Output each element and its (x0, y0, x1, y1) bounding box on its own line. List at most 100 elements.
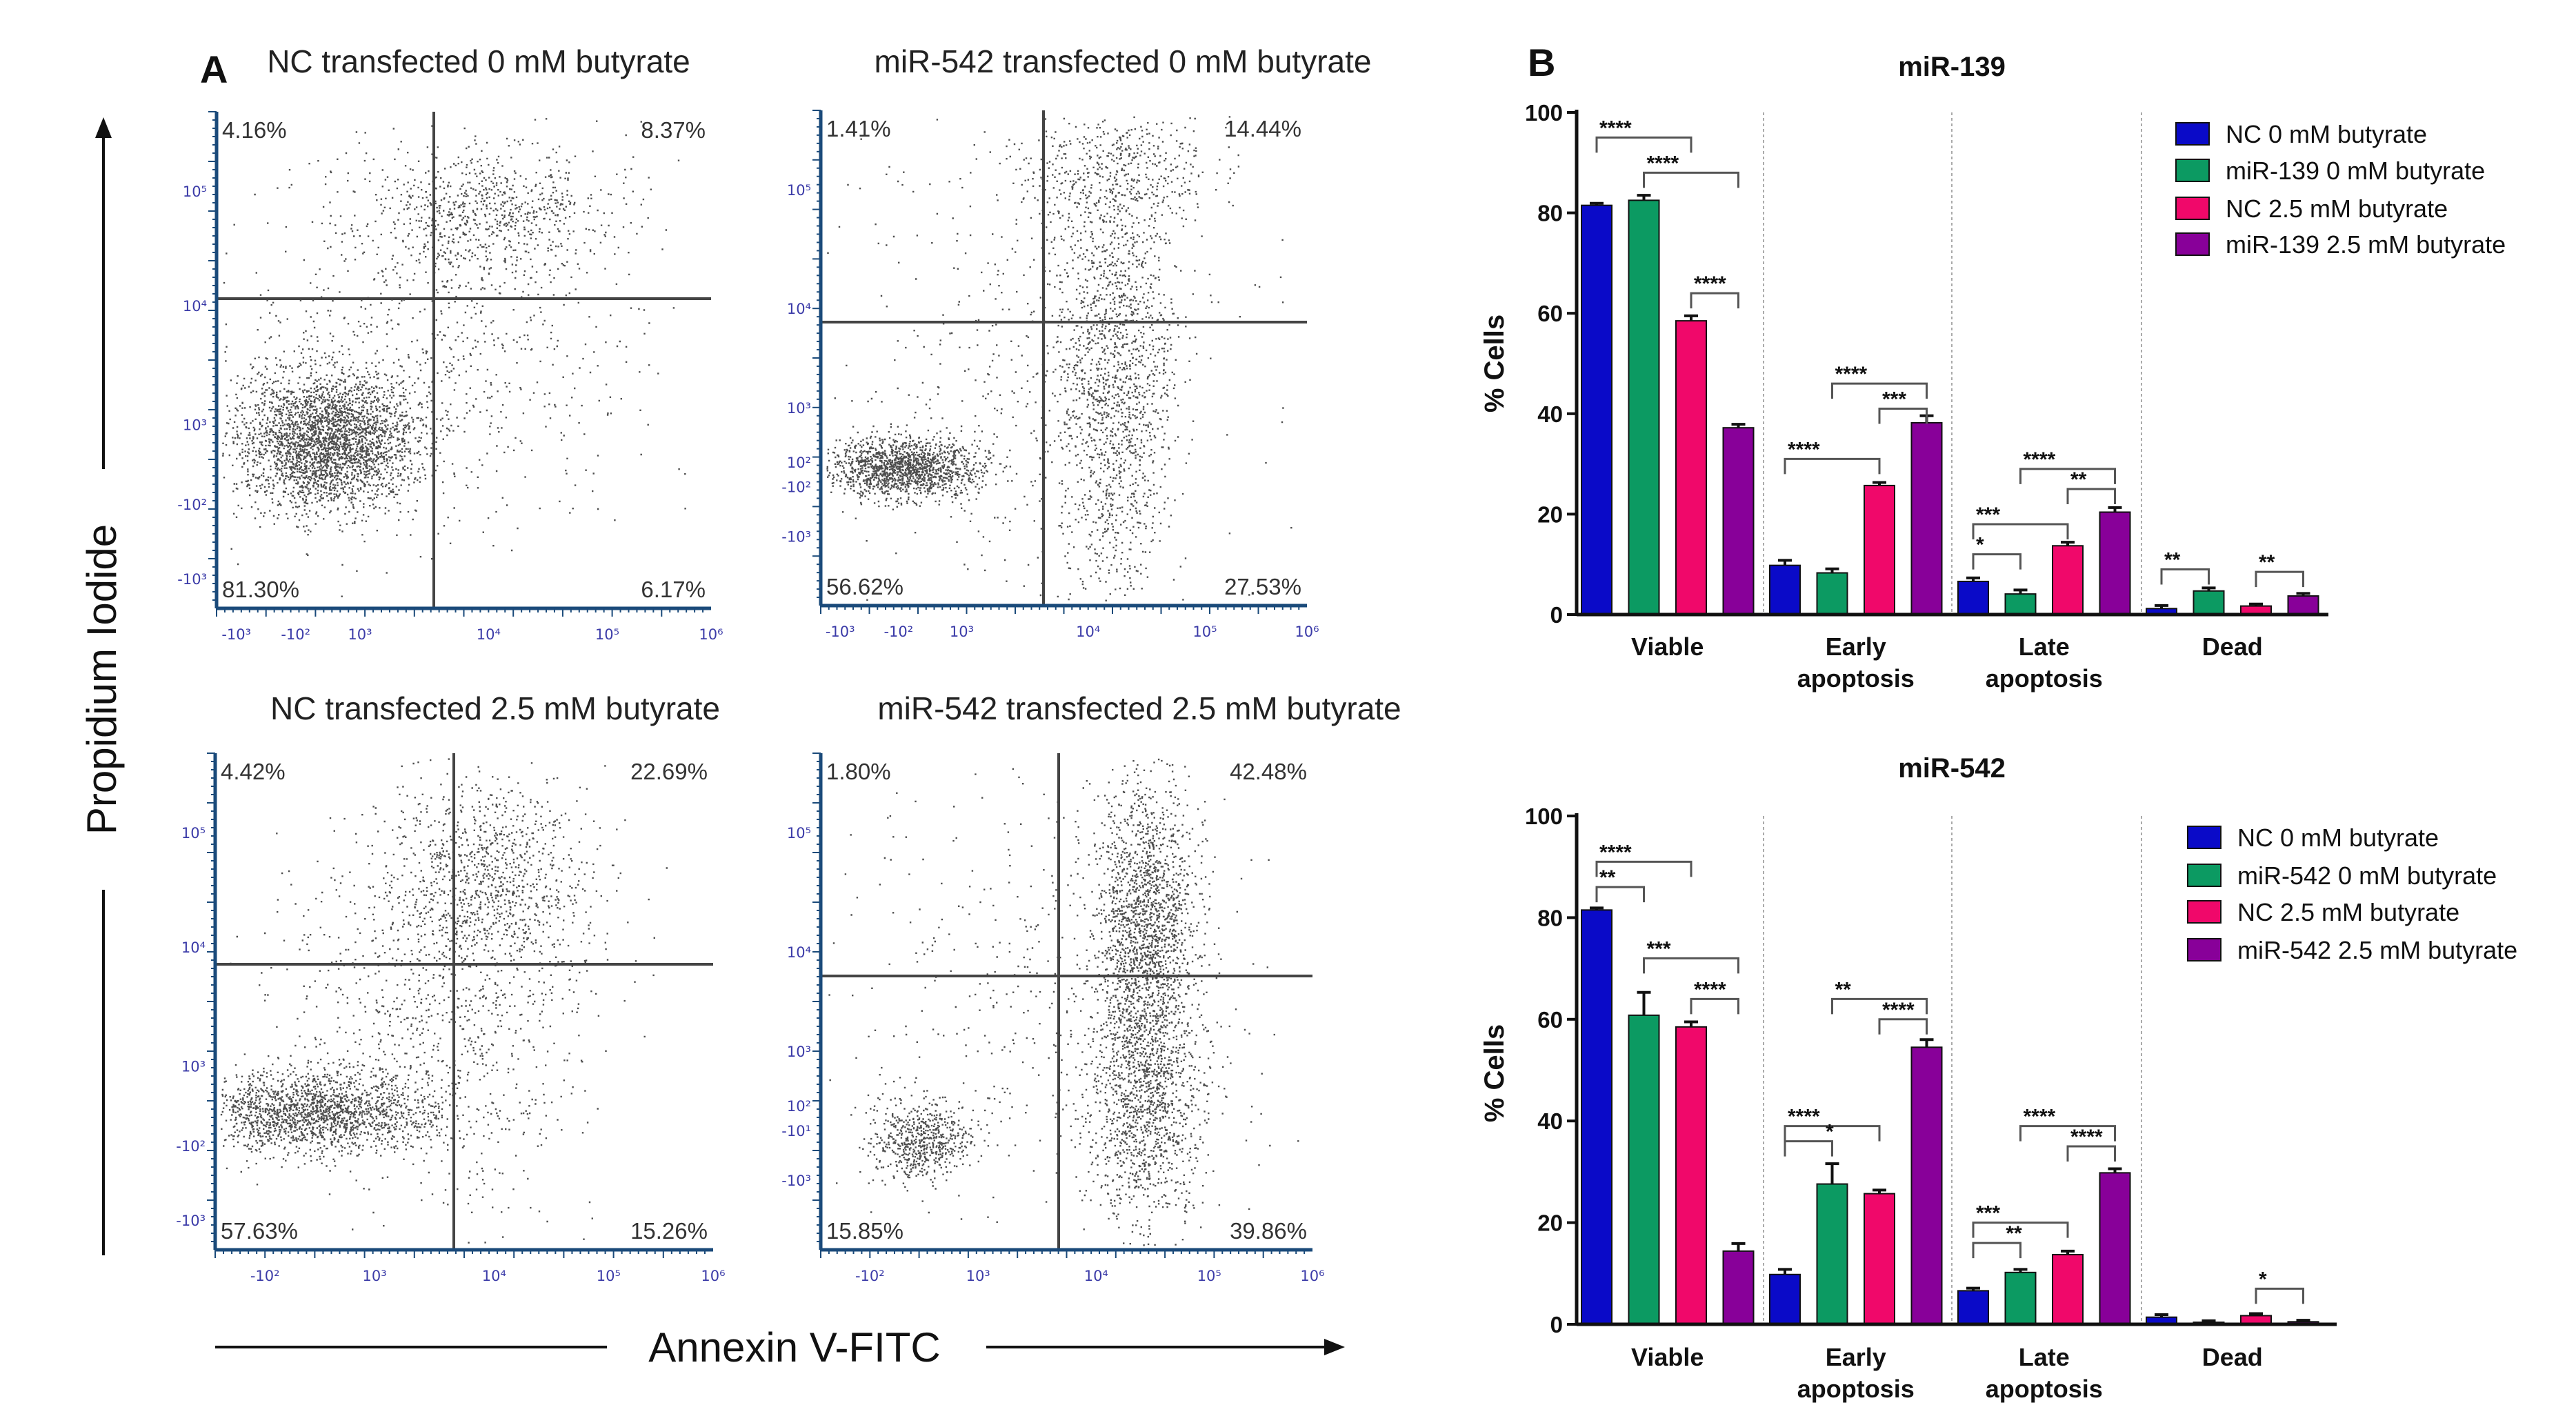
bar (2099, 511, 2131, 615)
significance-label: * (1976, 534, 1984, 557)
chart-title: miR-139 (1898, 52, 2006, 82)
x-tick-label: 10⁶ (701, 1268, 725, 1284)
y-tick-label: -10³ (781, 528, 811, 545)
significance-label: **** (2024, 1106, 2056, 1128)
quadrant-ll-percent: 56.62% (826, 574, 903, 599)
category-label: Viable (1631, 632, 1704, 661)
legend-swatch (2175, 122, 2210, 146)
significance-label: **** (1647, 152, 1679, 175)
x-tick-label: 10⁴ (477, 626, 501, 643)
quadrant-ul-percent: 1.41% (826, 116, 891, 141)
flow-plot-title: NC transfected 0 mM butyrate (267, 43, 690, 79)
quadrant-lr-percent: 6.17% (641, 577, 706, 602)
category-label: apoptosis (1986, 664, 2103, 692)
flow-plot: miR-542 transfected 0 mM butyrate 1.41% 14… (781, 43, 1371, 640)
quadrant-lr-percent: 15.26% (630, 1218, 708, 1244)
chart-title: miR-542 (1898, 753, 2006, 784)
panel-a-label: A (200, 48, 228, 91)
x-tick-label: 10⁴ (482, 1268, 506, 1284)
x-tick-label: 10⁶ (1300, 1268, 1324, 1284)
significance-bracket (1643, 957, 1739, 974)
significance-bracket (2255, 1287, 2304, 1304)
significance-label: **** (1599, 117, 1632, 139)
significance-bracket (1595, 136, 1693, 153)
legend-swatch (2187, 900, 2221, 924)
y-tick-label: -10² (176, 1138, 206, 1155)
significance-bracket (1831, 382, 1928, 399)
legend-swatch (2187, 864, 2221, 887)
quadrant-ul-percent: 4.16% (222, 117, 287, 143)
significance-bracket (1972, 1222, 2069, 1238)
x-tick-label: 10³ (348, 626, 372, 643)
category-label: Dead (2202, 632, 2263, 661)
bar (1722, 1250, 1755, 1325)
y-tick-label: 10³ (787, 1044, 811, 1060)
legend-label: miR-542 2.5 mM butyrate (2237, 936, 2517, 964)
significance-label: *** (1976, 504, 2000, 526)
legend-swatch (2187, 826, 2221, 849)
y-tick-label: 10⁵ (181, 825, 206, 841)
scatter-dots (222, 118, 686, 597)
bar-charts: miR-139 % Cells 0 20 40 60 80 100 Viable Early apo… (1479, 52, 2517, 1403)
x-tick-label: 10⁶ (1295, 624, 1319, 640)
bar (2052, 545, 2084, 615)
significance-bracket (2066, 1145, 2116, 1162)
y-axis-label: Propidium Iodide (79, 524, 125, 835)
category-label: apoptosis (1797, 1375, 1915, 1403)
quadrant-lr-percent: 39.86% (1230, 1218, 1307, 1244)
quadrant-ul-percent: 4.42% (221, 759, 286, 784)
y-tick-label: 40 (1537, 1108, 1563, 1134)
x-axis-label: Annexin V-FITC (648, 1324, 941, 1371)
bar (1910, 1046, 1943, 1325)
y-tick-label: 100 (1525, 804, 1563, 829)
significance-label: * (1826, 1121, 1834, 1144)
y-tick-label: 0 (1550, 1312, 1563, 1337)
flow-plot: NC transfected 0 mM butyrate 4.16% 8.37% 81… (177, 43, 723, 643)
x-tick-label: -10³ (826, 624, 855, 640)
bar (2193, 590, 2225, 615)
x-tick-label: 10³ (966, 1268, 990, 1284)
scatter-dots (826, 116, 1292, 601)
significance-bracket (1690, 292, 1739, 309)
x-tick-label: 10⁴ (1084, 1268, 1108, 1284)
y-tick-label: 80 (1537, 905, 1563, 930)
bar (1957, 580, 1989, 616)
scatter-dots (220, 758, 668, 1244)
significance-label: **** (1788, 1106, 1820, 1128)
arrow-up-icon (95, 117, 112, 138)
legend-label: miR-139 2.5 mM butyrate (2226, 230, 2506, 259)
scatter-dots (828, 758, 1299, 1246)
legend-label: NC 2.5 mM butyrate (2226, 195, 2448, 223)
y-tick-label: 80 (1537, 201, 1563, 226)
quadrant-ll-percent: 57.63% (221, 1218, 298, 1244)
y-tick-label: -10³ (176, 1213, 206, 1229)
x-tick-label: -10² (250, 1268, 280, 1284)
significance-label: ** (1599, 866, 1616, 889)
significance-label: ** (2006, 1222, 2022, 1245)
y-tick-label: 10⁵ (787, 182, 811, 199)
bar (1628, 1014, 1660, 1326)
significance-label: *** (1647, 937, 1671, 960)
x-tick-label: 10³ (950, 624, 974, 640)
significance-bracket (1972, 523, 2069, 539)
quadrant-ur-percent: 42.48% (1230, 759, 1307, 784)
category-label: Late (2019, 1343, 2070, 1371)
y-tick-label: 10² (787, 1098, 811, 1115)
x-tick-label: 10⁶ (699, 626, 723, 643)
y-tick-label: 20 (1537, 501, 1563, 527)
y-tick-label: 60 (1537, 301, 1563, 326)
flow-plot-title: miR-542 transfected 2.5 mM butyrate (877, 690, 1401, 726)
y-tick-label: 10³ (787, 400, 811, 417)
quadrant-ll-percent: 15.85% (826, 1218, 903, 1244)
x-tick-label: 10⁵ (595, 626, 619, 643)
significance-label: **** (2024, 448, 2056, 471)
significance-label: ** (2164, 548, 2181, 571)
significance-bracket (1643, 171, 1739, 188)
significance-label: **** (1694, 978, 1726, 1001)
bar (1581, 204, 1613, 615)
legend: NC 0 mM butyrate miR-542 0 mM butyrate NC … (2187, 824, 2517, 964)
legend-label: miR-542 0 mM butyrate (2237, 861, 2497, 890)
legend-swatch (2175, 232, 2210, 256)
y-tick-label: -10³ (781, 1173, 811, 1189)
x-tick-label: -10² (281, 626, 310, 643)
